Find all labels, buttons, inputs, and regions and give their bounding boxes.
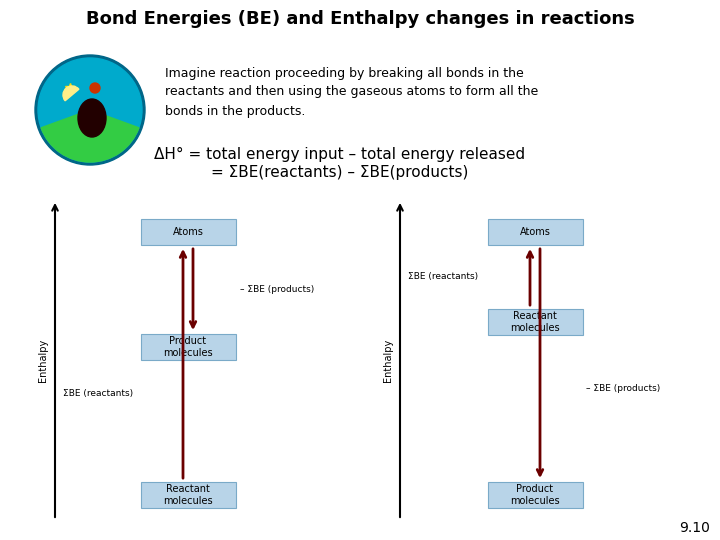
Text: Reactant
molecules: Reactant molecules <box>510 311 560 333</box>
Text: Imagine reaction proceeding by breaking all bonds in the
reactants and then usin: Imagine reaction proceeding by breaking … <box>165 66 539 118</box>
Text: Product
molecules: Product molecules <box>163 336 213 358</box>
Text: ΣBE (reactants): ΣBE (reactants) <box>408 273 478 281</box>
Wedge shape <box>63 86 79 101</box>
FancyBboxPatch shape <box>140 219 235 245</box>
Text: Enthalpy: Enthalpy <box>383 339 393 382</box>
FancyBboxPatch shape <box>487 219 582 245</box>
Circle shape <box>90 83 100 93</box>
Ellipse shape <box>78 99 106 137</box>
Text: Enthalpy: Enthalpy <box>38 339 48 382</box>
Text: Bond Energies (BE) and Enthalpy changes in reactions: Bond Energies (BE) and Enthalpy changes … <box>86 10 634 28</box>
Text: 9.10: 9.10 <box>679 521 710 535</box>
Text: ΣBE (reactants): ΣBE (reactants) <box>63 389 133 398</box>
Text: = ΣBE(reactants) – ΣBE(products): = ΣBE(reactants) – ΣBE(products) <box>211 165 469 179</box>
Circle shape <box>35 55 145 165</box>
Text: Reactant
molecules: Reactant molecules <box>163 484 213 506</box>
Text: Atoms: Atoms <box>173 227 204 237</box>
FancyBboxPatch shape <box>487 309 582 335</box>
Circle shape <box>38 58 142 162</box>
Wedge shape <box>41 110 139 162</box>
FancyBboxPatch shape <box>140 482 235 508</box>
Text: Atoms: Atoms <box>520 227 550 237</box>
FancyBboxPatch shape <box>487 482 582 508</box>
Text: – ΣBE (products): – ΣBE (products) <box>240 285 314 294</box>
Text: ΔH° = total energy input – total energy released: ΔH° = total energy input – total energy … <box>154 146 526 161</box>
FancyBboxPatch shape <box>140 334 235 360</box>
Text: – ΣBE (products): – ΣBE (products) <box>587 384 661 393</box>
Text: Product
molecules: Product molecules <box>510 484 560 506</box>
